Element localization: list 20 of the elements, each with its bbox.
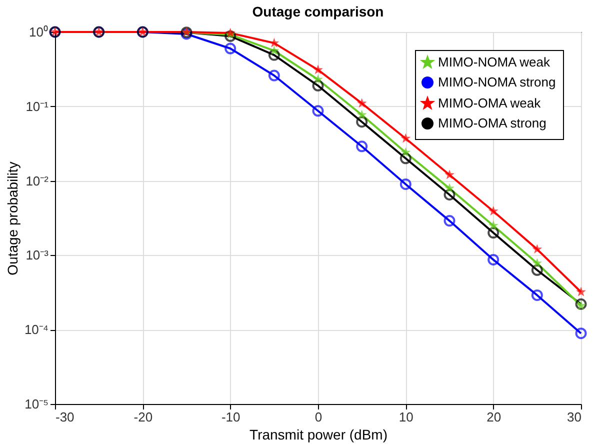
y-tick-label: 10⁻⁵ [24, 396, 48, 412]
x-tick-label: 0 [314, 410, 322, 424]
x-tick-label: 20 [486, 410, 502, 424]
x-tick-label: 30 [567, 410, 582, 424]
x-tick-label: -10 [221, 410, 240, 424]
x-tick-label: -30 [56, 410, 74, 424]
x-tick-label: -20 [134, 410, 153, 424]
legend-label: MIMO-NOMA weak [438, 54, 550, 70]
legend-label: MIMO-OMA weak [438, 96, 542, 110]
y-tick-label: 10⁻³ [26, 248, 50, 263]
legend-label: MIMO-OMA strong [438, 116, 546, 130]
chart-title: Outage comparison [252, 3, 384, 20]
legend-label: MIMO-NOMA strong [438, 74, 556, 90]
x-axis-title: Transmit power (dBm) [250, 426, 388, 442]
y-tick-label: 10⁻² [26, 173, 50, 188]
y-tick-label: 10⁰ [29, 24, 48, 40]
y-tick-label: 10⁻⁴ [24, 322, 48, 338]
y-axis-title: Outage probability [4, 162, 20, 276]
x-tick-label: 10 [398, 410, 414, 424]
y-tick-label: 10⁻¹ [26, 98, 50, 114]
